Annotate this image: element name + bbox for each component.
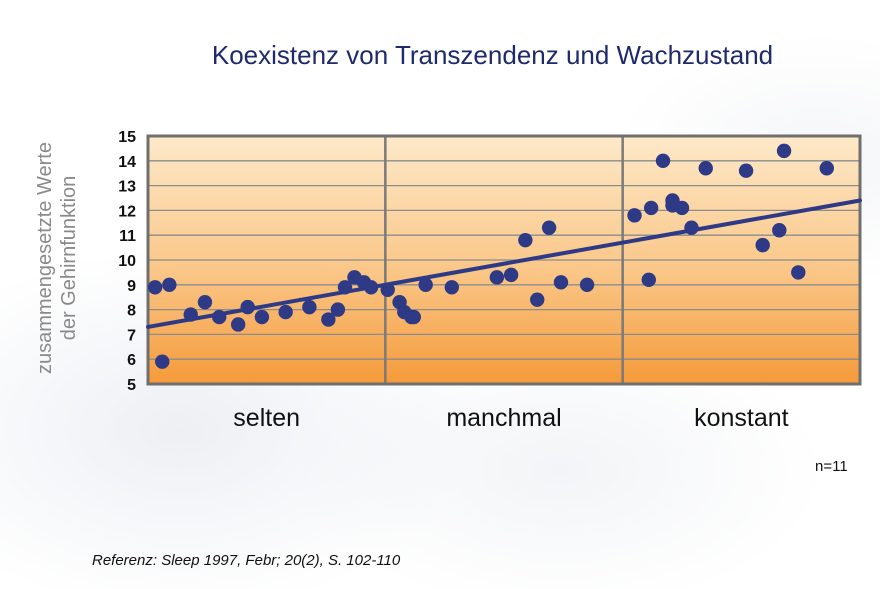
data-point xyxy=(302,299,317,315)
data-point xyxy=(212,309,227,325)
data-point xyxy=(776,143,792,159)
data-point xyxy=(530,292,545,307)
reference-text: Referenz: Sleep 1997, Febr; 20(2), S. 10… xyxy=(92,552,401,569)
data-point xyxy=(772,223,787,238)
data-point xyxy=(337,280,353,295)
data-point xyxy=(380,282,395,297)
y-tick-label: 7 xyxy=(127,327,136,344)
data-point xyxy=(147,280,163,295)
data-point xyxy=(791,265,806,280)
data-point xyxy=(755,237,770,253)
data-point xyxy=(278,304,293,320)
y-tick-label: 10 xyxy=(118,253,136,270)
data-point xyxy=(230,317,246,332)
category-label: selten xyxy=(233,404,300,432)
data-point xyxy=(406,309,422,325)
data-point xyxy=(444,280,459,295)
y-tick-label: 8 xyxy=(127,303,136,320)
data-point xyxy=(684,220,699,235)
data-point xyxy=(489,270,505,285)
data-point xyxy=(627,208,642,223)
data-point xyxy=(819,161,834,176)
data-point xyxy=(197,294,213,310)
data-point xyxy=(643,200,659,216)
data-point xyxy=(183,307,198,322)
data-point xyxy=(579,277,595,292)
trend-line xyxy=(146,198,862,329)
y-tick-label: 12 xyxy=(118,203,136,220)
data-point xyxy=(321,312,336,327)
data-point xyxy=(330,302,346,317)
y-tick-label: 5 xyxy=(127,377,136,394)
data-point xyxy=(503,267,519,283)
data-point xyxy=(698,161,713,176)
chart-title: Koexistenz von Transzendenz und Wachzust… xyxy=(211,40,774,70)
data-point xyxy=(674,200,690,216)
y-tick-label: 15 xyxy=(118,129,136,146)
data-point xyxy=(155,354,170,369)
data-point xyxy=(553,275,569,290)
category-label: konstant xyxy=(694,404,789,432)
data-point xyxy=(518,232,533,248)
plot-border xyxy=(146,134,862,386)
data-point xyxy=(254,309,270,325)
sample-size-label: n=11 xyxy=(815,458,848,475)
y-tick-label: 6 xyxy=(127,352,136,369)
data-point xyxy=(738,163,754,178)
data-point xyxy=(418,277,433,292)
data-point xyxy=(655,153,671,168)
data-point xyxy=(363,280,379,295)
y-tick-label: 11 xyxy=(119,228,136,245)
data-point xyxy=(541,220,557,235)
y-tick-label: 9 xyxy=(127,278,136,295)
y-tick-label: 14 xyxy=(118,154,136,171)
data-point xyxy=(240,299,255,315)
category-label: manchmal xyxy=(446,404,561,432)
y-tick-label: 13 xyxy=(118,179,136,196)
data-point xyxy=(641,272,656,288)
data-point xyxy=(162,277,177,292)
